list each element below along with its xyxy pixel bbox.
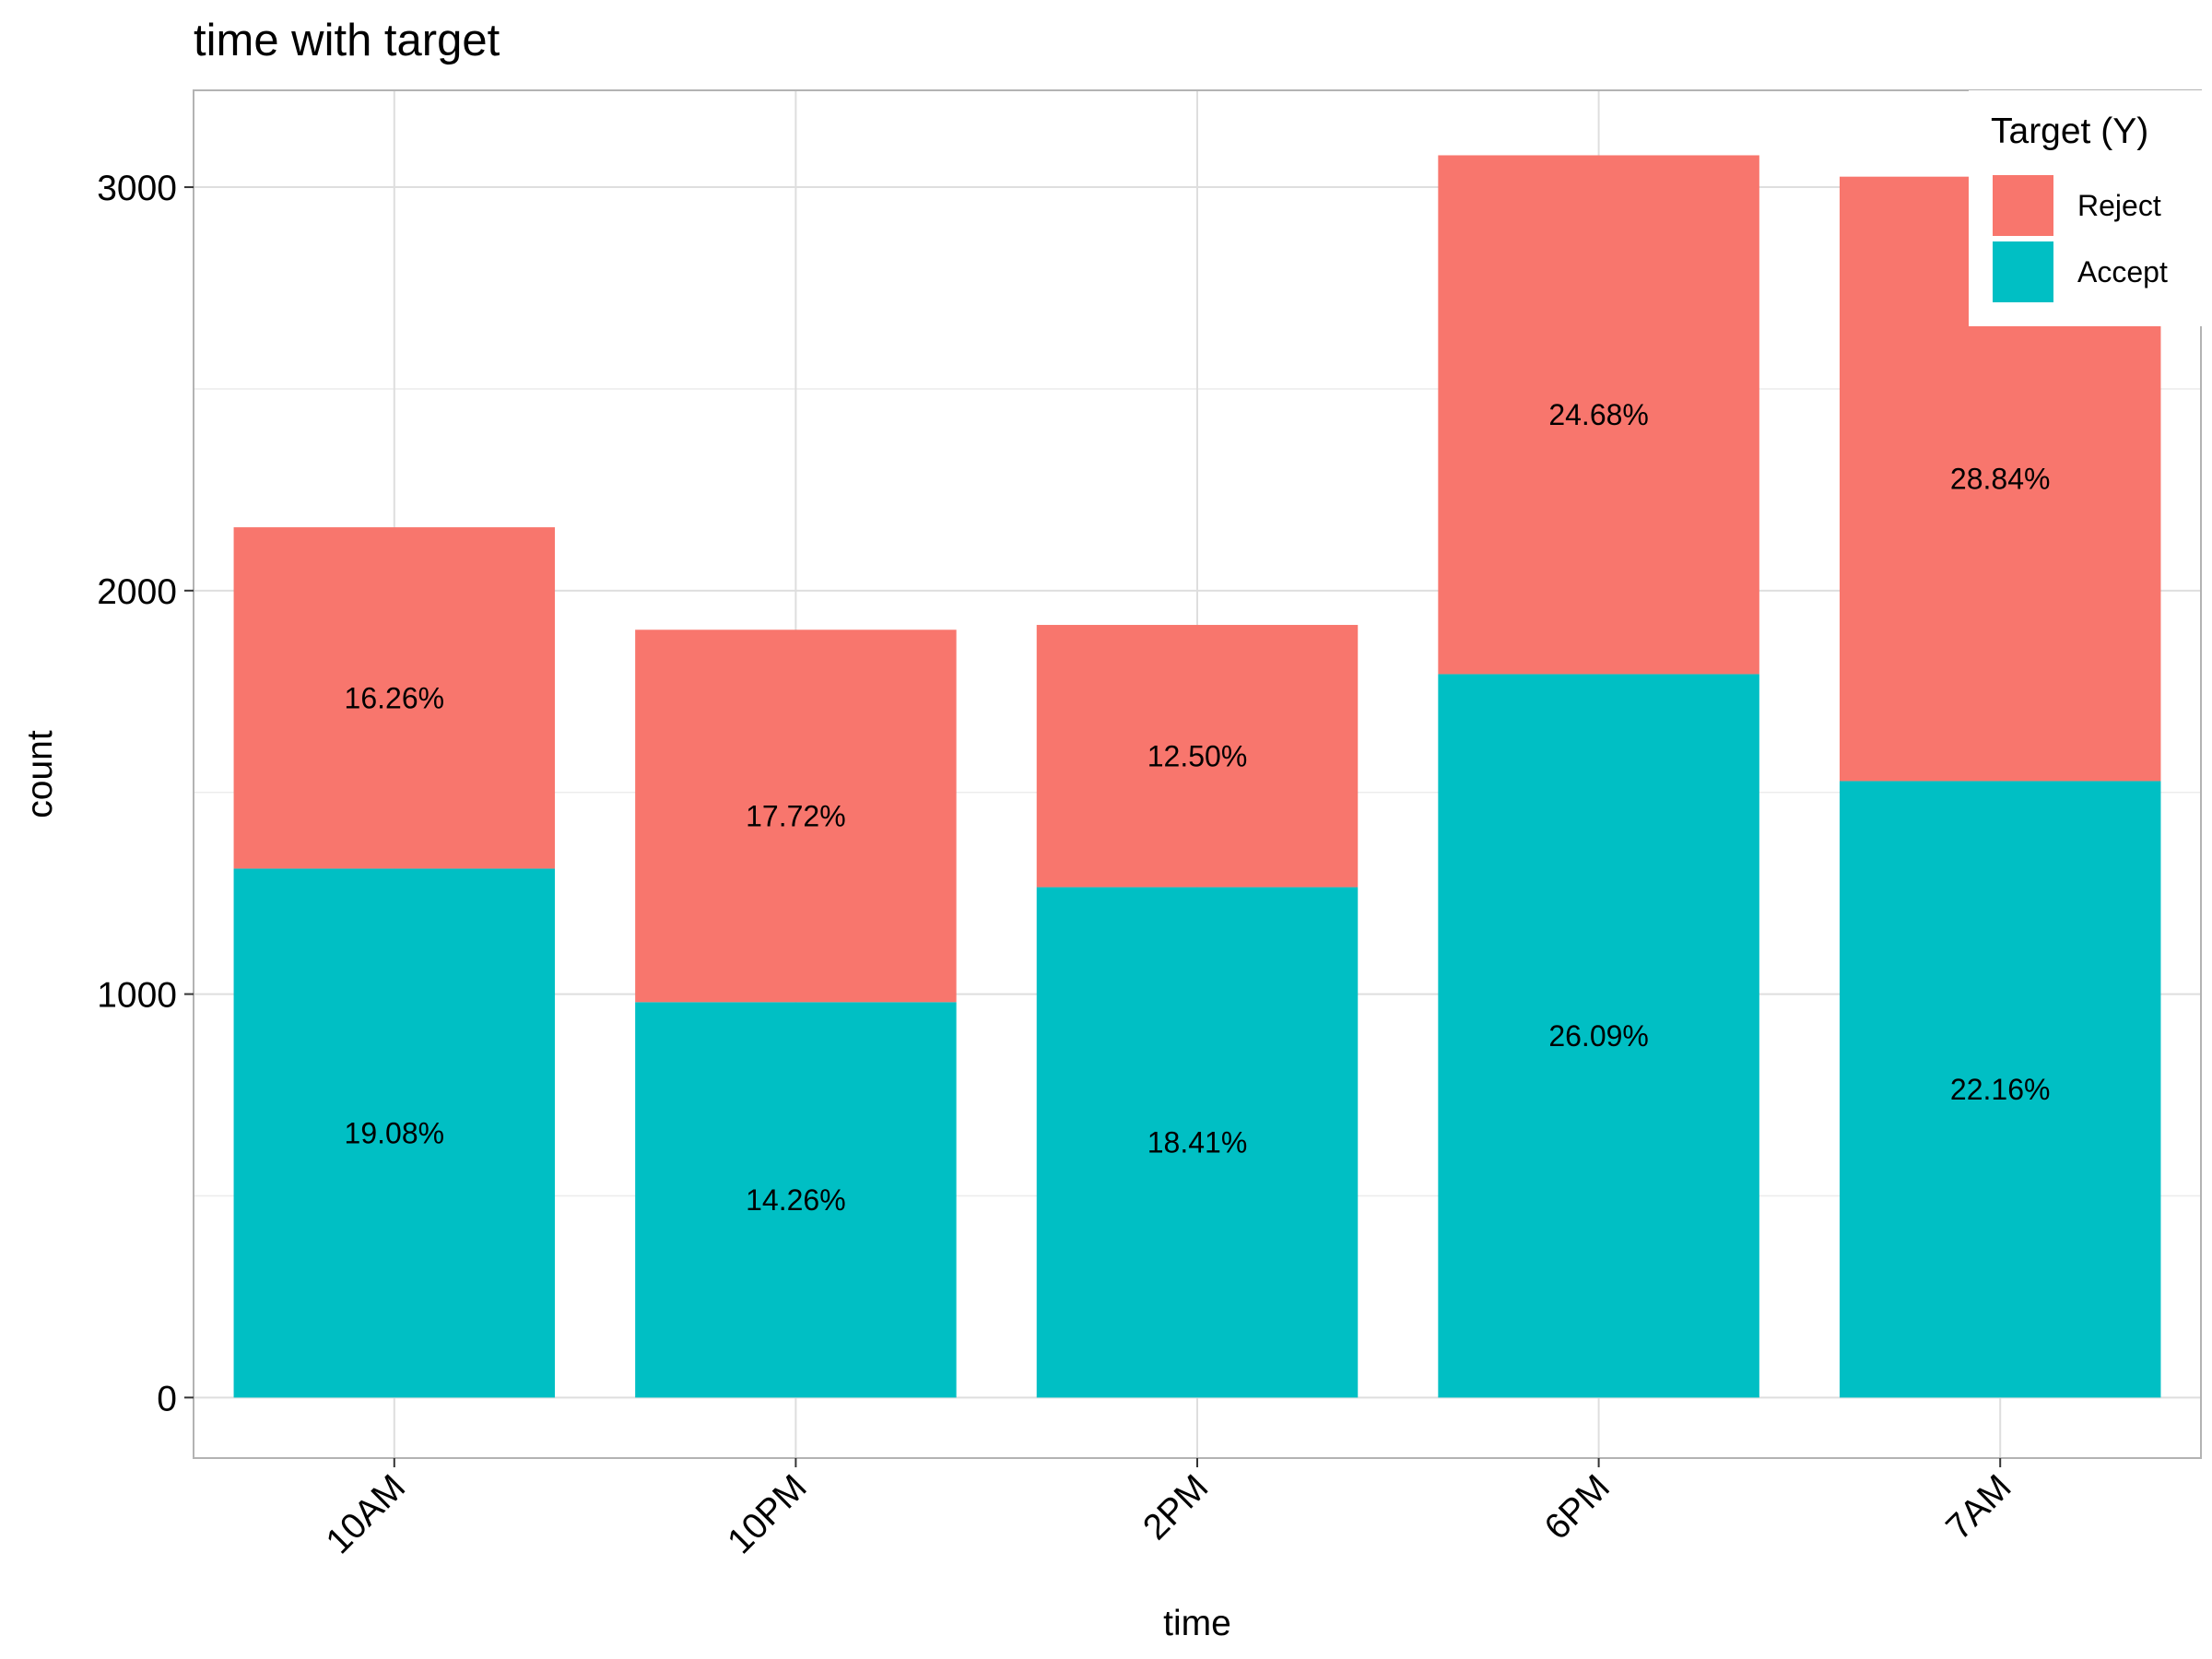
legend-label-reject: Reject <box>2077 189 2161 222</box>
bar-reject-10pm <box>635 629 957 1003</box>
bar-label-accept-2pm: 18.41% <box>1147 1125 1248 1159</box>
bar-accept-6pm <box>1438 674 1759 1398</box>
chart-title: time with target <box>194 16 500 65</box>
y-tick-label: 3000 <box>97 169 177 208</box>
legend-title: Target (Y) <box>1991 112 2148 151</box>
bar-label-reject-10am: 16.26% <box>345 681 445 714</box>
bar-label-reject-2pm: 12.50% <box>1147 739 1248 772</box>
bar-label-accept-7am: 22.16% <box>1950 1073 2051 1106</box>
legend-key-reject <box>1993 175 2053 236</box>
bar-label-accept-6pm: 26.09% <box>1548 1019 1649 1053</box>
bar-reject-6pm <box>1438 155 1759 675</box>
bar-label-accept-10am: 19.08% <box>345 1116 445 1149</box>
y-tick-label: 2000 <box>97 572 177 612</box>
y-axis: 0 1000 2000 3000 <box>97 169 194 1418</box>
y-tick-label: 1000 <box>97 976 177 1016</box>
legend: Target (Y) Reject Accept <box>1969 90 2212 326</box>
bar-accept-10am <box>233 868 556 1398</box>
y-tick-label: 0 <box>157 1379 177 1418</box>
x-axis-title: time <box>1163 1604 1231 1643</box>
legend-key-accept <box>1993 241 2053 302</box>
y-axis-title: count <box>20 730 60 818</box>
legend-label-accept: Accept <box>2077 255 2168 288</box>
bar-accept-10pm <box>635 1002 957 1398</box>
bar-label-reject-6pm: 24.68% <box>1548 398 1649 431</box>
bar-label-reject-7am: 28.84% <box>1950 463 2051 496</box>
bar-accept-2pm <box>1036 887 1359 1398</box>
bar-reject-2pm <box>1036 625 1359 888</box>
bar-label-reject-10pm: 17.72% <box>746 799 846 832</box>
bar-accept-7am <box>1839 781 2161 1398</box>
bar-label-accept-10pm: 14.26% <box>746 1183 846 1217</box>
bar-reject-10am <box>233 527 556 869</box>
